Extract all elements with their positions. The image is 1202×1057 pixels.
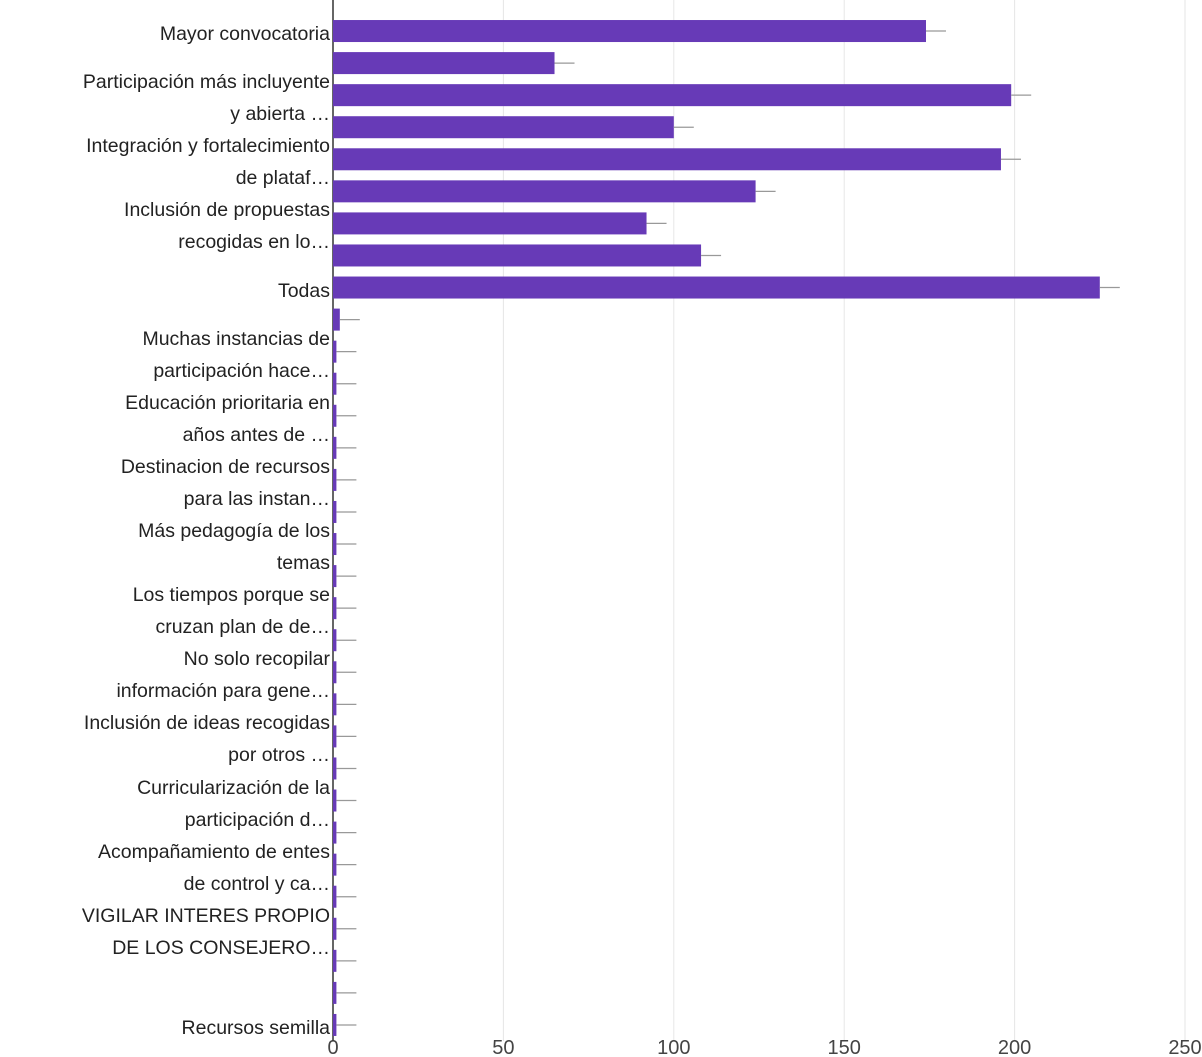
- y-tick-label: Mayor convocatoria: [159, 23, 330, 46]
- y-tick-label: Integración y fortalecimiento de plataf…: [86, 135, 330, 190]
- bar: [333, 116, 674, 139]
- bar: [333, 757, 337, 780]
- y-tick-label: Los tiempos porque se cruzan plan de de…: [132, 584, 330, 639]
- bar: [333, 725, 337, 748]
- bar: [333, 917, 337, 940]
- y-tick-label: Acompañamiento de entes de control y ca…: [98, 840, 330, 895]
- bar: [333, 180, 756, 203]
- bar: [333, 436, 337, 459]
- bar: [333, 84, 1012, 107]
- y-tick-label: Curricularización de la participación d…: [137, 776, 330, 831]
- x-tick-label: 250: [1168, 1037, 1201, 1057]
- y-tick-label: Inclusión de ideas recogidas por otros …: [83, 712, 330, 767]
- bar: [333, 661, 337, 684]
- bar: [333, 949, 337, 972]
- bar: [333, 308, 340, 331]
- bar: [333, 468, 337, 491]
- x-tick-label: 150: [828, 1037, 861, 1057]
- x-tick-label: 0: [327, 1037, 338, 1057]
- bar: [333, 404, 337, 427]
- bar: [333, 244, 702, 267]
- bar: [333, 565, 337, 588]
- x-tick-label: 200: [998, 1037, 1031, 1057]
- y-tick-label: VIGILAR INTERES PROPIO DE LOS CONSEJERO…: [81, 904, 330, 959]
- bar: [333, 148, 1001, 171]
- y-tick-label: Educación prioritaria en años antes de …: [125, 391, 330, 446]
- bar: [333, 981, 337, 1004]
- bar: [333, 597, 337, 620]
- bar: [333, 789, 337, 812]
- x-tick-label: 100: [657, 1037, 690, 1057]
- y-tick-label: Inclusión de propuestas recogidas en lo…: [124, 199, 330, 254]
- bar: [333, 212, 647, 235]
- bar: [333, 20, 926, 43]
- bar: [333, 821, 337, 844]
- y-tick-label: No solo recopilar información para gene…: [116, 648, 330, 703]
- bar: [333, 533, 337, 556]
- x-tick-label: 50: [492, 1037, 514, 1057]
- bar: [333, 372, 337, 395]
- bar: [333, 693, 337, 716]
- bar: [333, 52, 555, 75]
- bar: [333, 853, 337, 876]
- y-tick-label: Todas: [277, 279, 330, 302]
- bar: [333, 340, 337, 363]
- bar: [333, 629, 337, 652]
- bar: [333, 500, 337, 523]
- y-tick-label: Recursos semilla: [181, 1016, 330, 1039]
- y-tick-label: Participación más incluyente y abierta …: [82, 71, 330, 126]
- y-tick-label: Destinacion de recursos para las instan…: [120, 455, 330, 510]
- bar: [333, 1013, 337, 1036]
- y-tick-label: Muchas instancias de participación hace…: [142, 327, 330, 382]
- y-tick-label: Más pedagogía de los temas: [138, 520, 330, 575]
- bar: [333, 276, 1100, 299]
- bar: [333, 885, 337, 908]
